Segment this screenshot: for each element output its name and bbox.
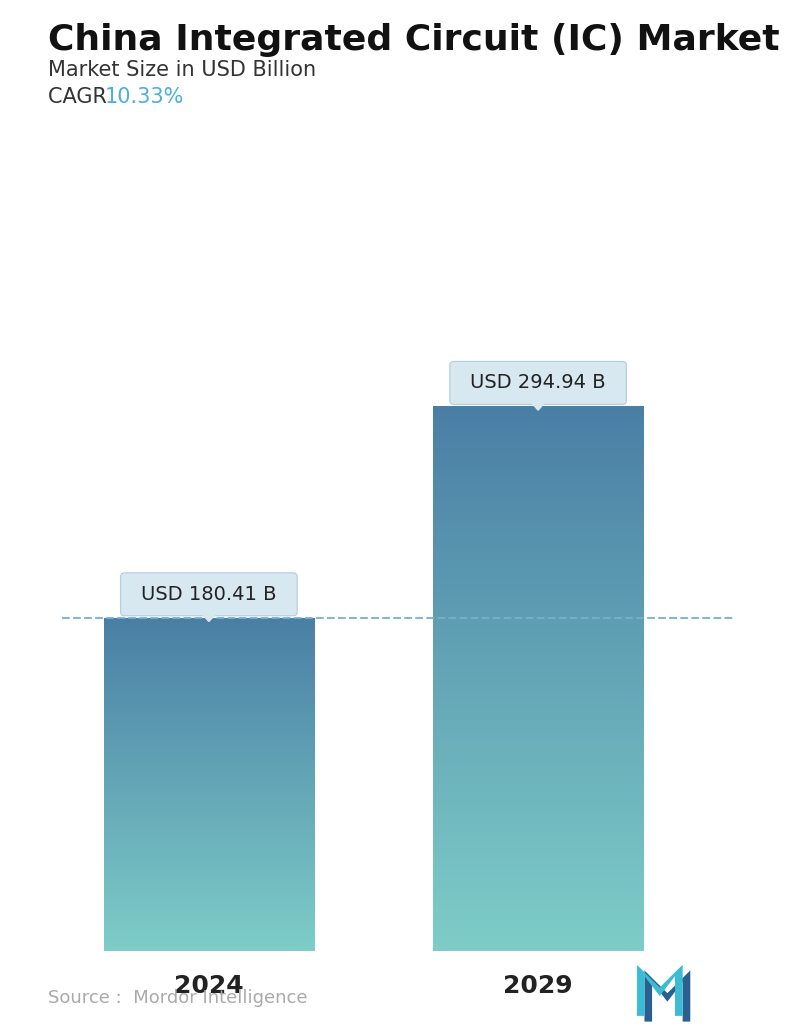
Text: USD 294.94 B: USD 294.94 B: [470, 373, 606, 393]
Polygon shape: [637, 965, 683, 1015]
Polygon shape: [645, 970, 690, 1022]
FancyBboxPatch shape: [121, 573, 297, 616]
Text: USD 180.41 B: USD 180.41 B: [141, 585, 277, 604]
Polygon shape: [200, 611, 218, 621]
Text: 10.33%: 10.33%: [105, 87, 185, 107]
Text: Market Size in USD Billion: Market Size in USD Billion: [48, 60, 316, 80]
Text: Source :  Mordor Intelligence: Source : Mordor Intelligence: [48, 990, 307, 1007]
Text: 2024: 2024: [174, 974, 244, 998]
Text: China Integrated Circuit (IC) Market: China Integrated Circuit (IC) Market: [48, 23, 779, 57]
Text: CAGR: CAGR: [48, 87, 120, 107]
Polygon shape: [529, 400, 547, 410]
FancyBboxPatch shape: [450, 362, 626, 404]
Text: 2029: 2029: [503, 974, 573, 998]
